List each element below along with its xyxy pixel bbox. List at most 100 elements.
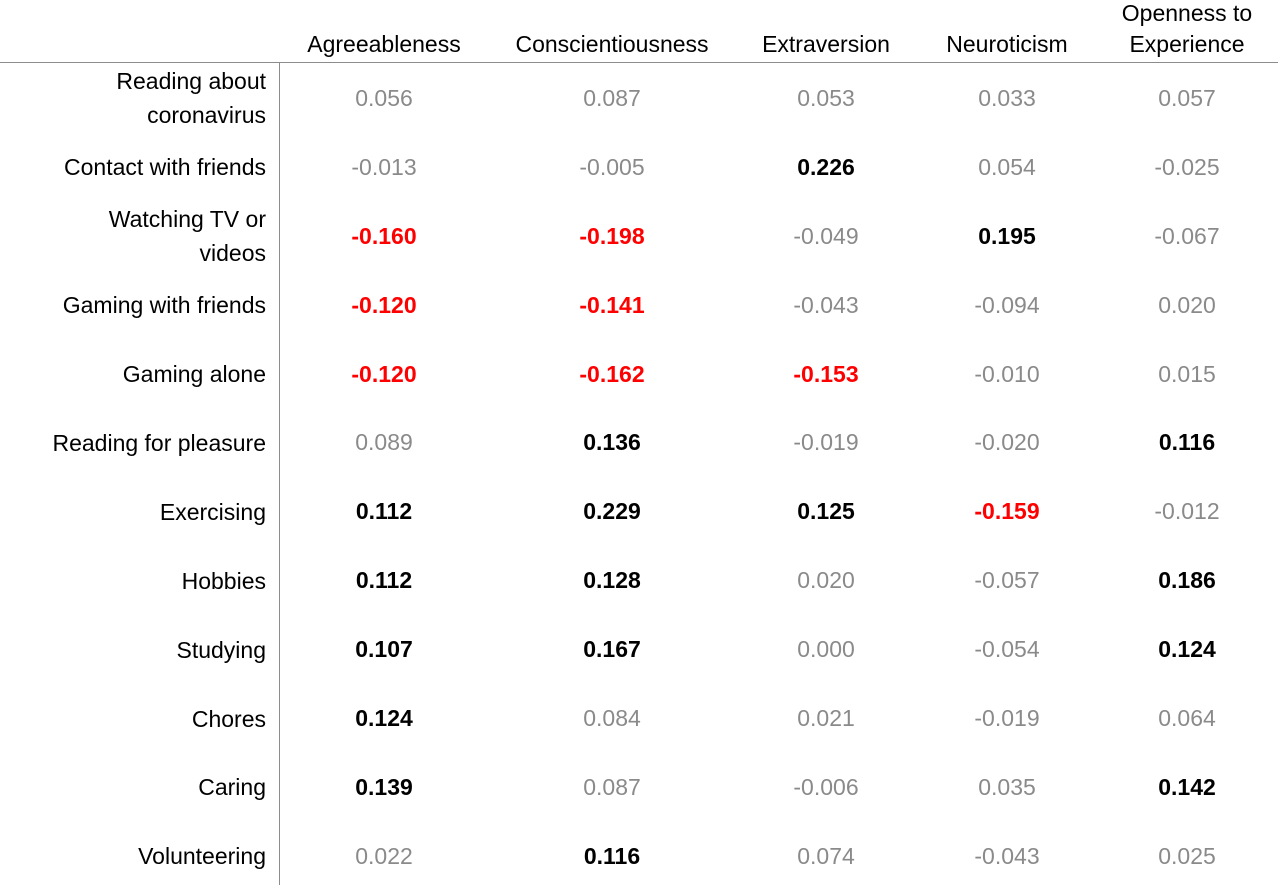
cell-reading-for-pleasure-extraversion: -0.019	[793, 429, 859, 456]
cell-volunteering-agreeableness: 0.022	[355, 842, 413, 869]
cell-watching-tv-or-videos-conscientiousness: -0.198	[579, 222, 645, 249]
row-label-line: Hobbies	[181, 567, 266, 594]
column-header-line: Conscientiousness	[515, 31, 709, 57]
row-label-hobbies: Hobbies	[0, 546, 266, 615]
column-header-neuroticism: Neuroticism	[897, 0, 1117, 62]
row-label-watching-tv-or-videos: Watching TV or videos	[0, 202, 266, 271]
cell-caring-agreeableness: 0.139	[355, 773, 413, 800]
row-label-gaming-with-friends: Gaming with friends	[0, 271, 266, 340]
cell-reading-about-coronavirus-openness-to-experience: 0.057	[1158, 84, 1216, 111]
cell-gaming-with-friends-neuroticism: -0.094	[974, 291, 1040, 318]
stub-rule	[279, 63, 280, 885]
cell-watching-tv-or-videos-openness-to-experience: -0.067	[1154, 222, 1220, 249]
column-header-line: Extraversion	[762, 31, 890, 57]
row-label-line: Chores	[191, 705, 266, 732]
cell-hobbies-neuroticism: -0.057	[974, 567, 1040, 594]
cell-volunteering-conscientiousness: 0.116	[583, 842, 641, 869]
cell-volunteering-neuroticism: -0.043	[974, 842, 1040, 869]
cell-reading-for-pleasure-openness-to-experience: 0.116	[1158, 429, 1216, 456]
cell-reading-about-coronavirus-conscientiousness: 0.087	[583, 84, 641, 111]
header-rule	[0, 62, 1278, 63]
row-label-line: Exercising	[159, 498, 266, 525]
column-header-openness-to-experience: Openness to Experience	[1077, 0, 1280, 62]
cell-contact-with-friends-agreeableness: -0.013	[351, 153, 417, 180]
row-label-line: Watching TV or	[108, 206, 266, 233]
cell-contact-with-friends-neuroticism: 0.054	[978, 153, 1036, 180]
cell-chores-agreeableness: 0.124	[355, 705, 413, 732]
cell-watching-tv-or-videos-agreeableness: -0.160	[351, 222, 417, 249]
cell-gaming-alone-extraversion: -0.153	[793, 360, 859, 387]
column-header-line: Neuroticism	[946, 31, 1068, 57]
cell-gaming-with-friends-conscientiousness: -0.141	[579, 291, 645, 318]
cell-gaming-with-friends-extraversion: -0.043	[793, 291, 859, 318]
cell-volunteering-extraversion: 0.074	[797, 842, 855, 869]
cell-exercising-openness-to-experience: -0.012	[1154, 498, 1220, 525]
cell-contact-with-friends-openness-to-experience: -0.025	[1154, 153, 1220, 180]
cell-studying-extraversion: 0.000	[797, 636, 855, 663]
row-label-caring: Caring	[0, 753, 266, 822]
cell-reading-about-coronavirus-neuroticism: 0.033	[978, 84, 1036, 111]
cell-gaming-with-friends-agreeableness: -0.120	[351, 291, 417, 318]
row-label-line: Volunteering	[138, 843, 266, 870]
row-label-contact-with-friends: Contact with friends	[0, 133, 266, 202]
cell-gaming-alone-agreeableness: -0.120	[351, 360, 417, 387]
column-header-agreeableness: Agreeableness	[274, 0, 494, 62]
row-label-gaming-alone: Gaming alone	[0, 340, 266, 409]
row-label-line: videos	[199, 240, 266, 267]
cell-contact-with-friends-conscientiousness: -0.005	[579, 153, 645, 180]
row-label-line: Reading for pleasure	[52, 429, 266, 456]
cell-caring-extraversion: -0.006	[793, 773, 859, 800]
row-label-line: coronavirus	[147, 102, 266, 129]
cell-gaming-alone-conscientiousness: -0.162	[579, 360, 645, 387]
cell-reading-for-pleasure-neuroticism: -0.020	[974, 429, 1040, 456]
column-header-extraversion: Extraversion	[716, 0, 936, 62]
row-label-exercising: Exercising	[0, 477, 266, 546]
row-label-line: Caring	[198, 774, 266, 801]
cell-contact-with-friends-extraversion: 0.226	[797, 153, 855, 180]
row-label-chores: Chores	[0, 684, 266, 753]
cell-exercising-extraversion: 0.125	[797, 498, 855, 525]
cell-watching-tv-or-videos-extraversion: -0.049	[793, 222, 859, 249]
row-label-line: Gaming alone	[122, 361, 266, 388]
cell-chores-extraversion: 0.021	[797, 705, 855, 732]
cell-reading-about-coronavirus-extraversion: 0.053	[797, 84, 855, 111]
cell-exercising-agreeableness: 0.112	[355, 498, 413, 525]
cell-exercising-neuroticism: -0.159	[974, 498, 1040, 525]
cell-studying-neuroticism: -0.054	[974, 636, 1040, 663]
cell-chores-openness-to-experience: 0.064	[1158, 705, 1216, 732]
cell-studying-agreeableness: 0.107	[355, 636, 413, 663]
cell-hobbies-openness-to-experience: 0.186	[1158, 567, 1216, 594]
row-label-line: Reading about	[116, 68, 266, 95]
row-label-studying: Studying	[0, 615, 266, 684]
cell-gaming-with-friends-openness-to-experience: 0.020	[1158, 291, 1216, 318]
row-label-line: Studying	[176, 636, 266, 663]
cell-reading-about-coronavirus-agreeableness: 0.056	[355, 84, 413, 111]
column-header-line: Agreeableness	[307, 31, 461, 57]
column-header-line: Experience	[1129, 31, 1245, 57]
cell-gaming-alone-neuroticism: -0.010	[974, 360, 1040, 387]
column-header-line: Openness to	[1121, 0, 1253, 26]
cell-studying-openness-to-experience: 0.124	[1158, 636, 1216, 663]
cell-gaming-alone-openness-to-experience: 0.015	[1158, 360, 1216, 387]
cell-reading-for-pleasure-agreeableness: 0.089	[355, 429, 413, 456]
column-header-conscientiousness: Conscientiousness	[502, 0, 722, 62]
row-label-volunteering: Volunteering	[0, 822, 266, 891]
row-label-line: Gaming with friends	[62, 292, 266, 319]
cell-reading-for-pleasure-conscientiousness: 0.136	[583, 429, 641, 456]
cell-hobbies-conscientiousness: 0.128	[583, 567, 641, 594]
cell-caring-conscientiousness: 0.087	[583, 773, 641, 800]
cell-caring-openness-to-experience: 0.142	[1158, 773, 1216, 800]
cell-watching-tv-or-videos-neuroticism: 0.195	[978, 222, 1036, 249]
row-label-reading-for-pleasure: Reading for pleasure	[0, 409, 266, 478]
cell-hobbies-agreeableness: 0.112	[355, 567, 413, 594]
cell-hobbies-extraversion: 0.020	[797, 567, 855, 594]
row-label-line: Contact with friends	[64, 154, 266, 181]
cell-volunteering-openness-to-experience: 0.025	[1158, 842, 1216, 869]
cell-chores-conscientiousness: 0.084	[583, 705, 641, 732]
row-label-reading-about-coronavirus: Reading about coronavirus	[0, 64, 266, 133]
cell-caring-neuroticism: 0.035	[978, 773, 1036, 800]
cell-exercising-conscientiousness: 0.229	[583, 498, 641, 525]
cell-studying-conscientiousness: 0.167	[583, 636, 641, 663]
cell-chores-neuroticism: -0.019	[974, 705, 1040, 732]
